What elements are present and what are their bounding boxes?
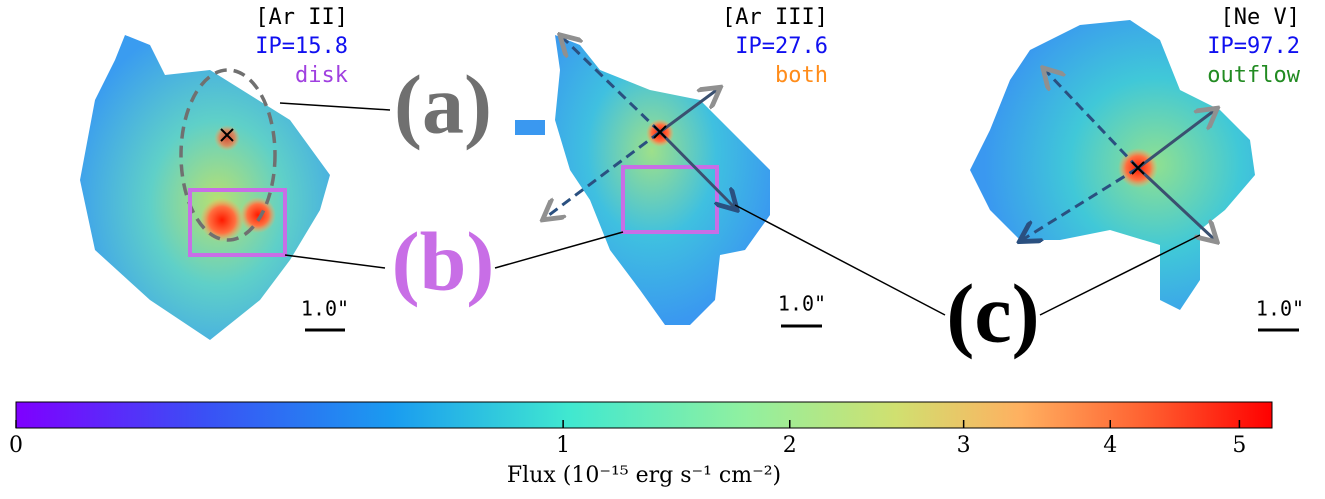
ionization-potential: IP=27.6: [735, 34, 828, 59]
ionization-potential: IP=15.8: [255, 34, 348, 59]
map: [555, 35, 770, 325]
colorbar-tick-label: 4: [1103, 433, 1117, 458]
scale-bar-label: 1.0": [1256, 297, 1304, 321]
hot-spot: [200, 198, 244, 242]
ion-label: [Ne V]: [1221, 5, 1300, 30]
scale-bar-label: 1.0": [778, 292, 826, 316]
component-tag: disk: [295, 63, 348, 88]
component-tag: outflow: [1207, 63, 1300, 88]
ion-label: [Ar III]: [722, 5, 828, 30]
ion-label: [Ar II]: [255, 5, 348, 30]
colorbar: [16, 402, 1272, 428]
annotation: (a): [394, 58, 492, 151]
colorbar-tick-label: 2: [783, 433, 797, 458]
colorbar-tick-label: 5: [1232, 433, 1246, 458]
annotation: (b): [392, 215, 495, 308]
ionization-potential: IP=97.2: [1207, 34, 1300, 59]
map-fragment: [515, 120, 545, 135]
colorbar-tick-label: 0: [9, 433, 23, 458]
annotation: (c): [946, 267, 1039, 360]
colorbar-tick-label: 3: [957, 433, 971, 458]
figure: [Ar II] IP=15.8 disk 1.0" [Ar III] IP=27.6 bot…: [0, 0, 1325, 495]
colorbar-tick-label: 1: [556, 433, 570, 458]
colorbar-label: Flux (10⁻¹⁵ erg s⁻¹ cm⁻²): [507, 463, 781, 488]
component-tag: both: [775, 63, 828, 88]
hot-spot: [214, 125, 240, 151]
scale-bar-label: 1.0": [301, 297, 349, 321]
hot-spot: [240, 197, 276, 233]
